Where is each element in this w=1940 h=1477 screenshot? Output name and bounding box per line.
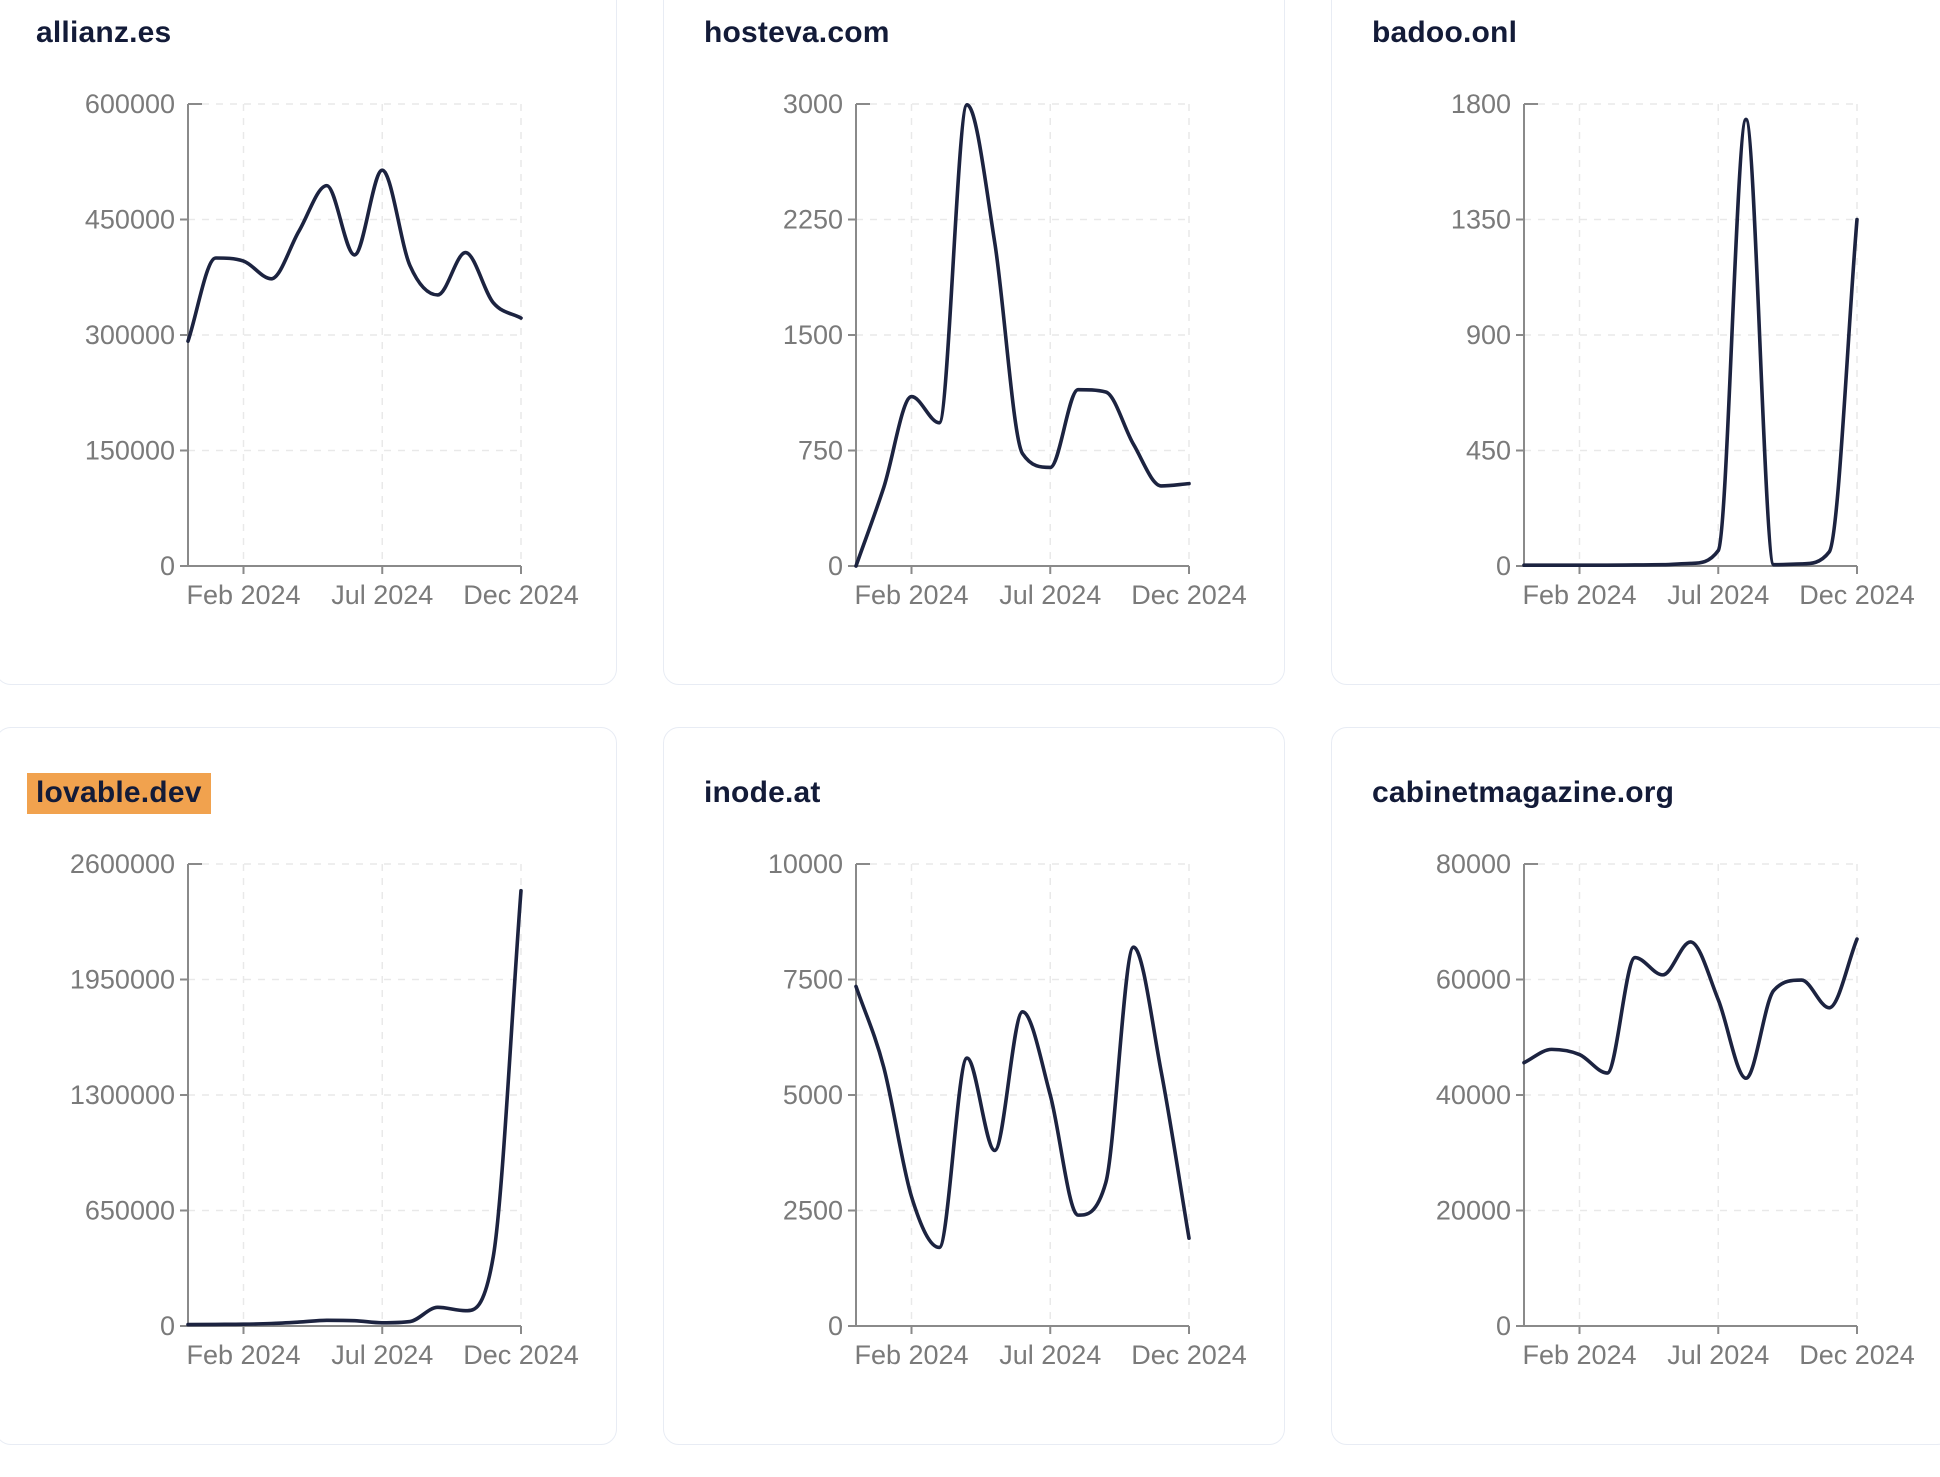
chart-title-text-highlighted: lovable.dev [27,773,211,814]
y-tick-label: 900 [1466,320,1511,350]
series-line [1522,117,1859,568]
line-chart: 0 150000 300000 450000 600000 Feb 2024 Jul 202… [85,89,579,610]
gridlines [188,863,522,1326]
y-tick-label: 300000 [85,320,175,350]
y-tick-label: 450000 [85,205,175,235]
x-tick-label: Dec 2024 [1131,1340,1247,1370]
y-tick-label: 1800 [1451,89,1511,119]
x-tick-label: Dec 2024 [463,580,579,610]
chart-title-text: badoo.onl [1372,16,1518,49]
series-line [1522,937,1859,1081]
x-axis [188,1325,522,1334]
y-tick-label: 40000 [1436,1080,1511,1110]
y-axis [180,103,202,567]
y-tick-label: 80000 [1436,849,1511,879]
y-tick-label: 150000 [85,436,175,466]
x-tick-label: Dec 2024 [1799,580,1915,610]
x-tick-label: Jul 2024 [999,580,1101,610]
y-tick-label: 650000 [85,1196,175,1226]
chart-title-text: hosteva.com [704,16,890,49]
y-tick-label: 2500 [783,1196,843,1226]
x-axis [856,565,1190,574]
y-tick-label: 600000 [85,89,175,119]
y-tick-label: 60000 [1436,965,1511,995]
x-tick-label: Feb 2024 [186,1340,300,1370]
line-chart: 0 650000 1300000 1950000 2600000 Feb 2024 Jul … [70,849,579,1370]
x-axis [188,565,522,574]
gridlines [188,103,522,566]
chart-card: hosteva.com 0 750 1500 2250 3000 Feb 2024 Jul … [663,0,1285,685]
x-axis [1524,1325,1858,1334]
gridlines [1524,103,1858,566]
y-tick-label: 2250 [783,205,843,235]
series-line [854,102,1191,568]
x-tick-label: Feb 2024 [186,580,300,610]
x-tick-label: Feb 2024 [1522,1340,1636,1370]
x-tick-label: Feb 2024 [854,580,968,610]
x-tick-label: Jul 2024 [331,1340,433,1370]
y-tick-label: 3000 [783,89,843,119]
x-axis [856,1325,1190,1334]
y-tick-label: 0 [828,551,843,581]
x-axis [1524,565,1858,574]
chart-title: badoo.onl [1372,16,1517,50]
chart-card: cabinetmagazine.org 0 20000 40000 60000 8000… [1331,727,1940,1445]
y-tick-label: 2600000 [70,849,175,879]
series-line [186,888,523,1327]
chart-title-text: inode.at [704,776,821,809]
line-chart: 0 750 1500 2250 3000 Feb 2024 Jul 2024 Dec 2024 [783,89,1247,610]
y-axis [1516,863,1538,1327]
x-tick-label: Jul 2024 [999,1340,1101,1370]
x-tick-label: Feb 2024 [854,1340,968,1370]
y-tick-label: 0 [160,551,175,581]
y-tick-label: 0 [828,1311,843,1341]
gridlines [1524,863,1858,1326]
x-tick-label: Dec 2024 [1799,1340,1915,1370]
chart-title-text: allianz.es [36,16,172,49]
x-tick-label: Dec 2024 [1131,580,1247,610]
chart-card: badoo.onl 0 450 900 1350 1800 Feb 2024 Jul 202… [1331,0,1940,685]
chart-card: allianz.es 0 150000 300000 450000 600000 Feb … [0,0,617,685]
line-chart: 0 450 900 1350 1800 Feb 2024 Jul 2024 Dec 2024 [1451,89,1915,610]
y-tick-label: 0 [160,1311,175,1341]
chart-title-text: cabinetmagazine.org [1372,776,1675,809]
y-tick-label: 20000 [1436,1196,1511,1226]
y-tick-label: 1300000 [70,1080,175,1110]
y-tick-label: 1350 [1451,205,1511,235]
y-tick-label: 0 [1496,1311,1511,1341]
x-tick-label: Feb 2024 [1522,580,1636,610]
line-chart: 0 2500 5000 7500 10000 Feb 2024 Jul 2024 Dec 20… [768,849,1247,1370]
x-tick-label: Jul 2024 [331,580,433,610]
y-axis [1516,103,1538,567]
gridlines [856,103,1190,566]
y-tick-label: 450 [1466,436,1511,466]
y-tick-label: 1500 [783,320,843,350]
chart-title: hosteva.com [704,16,890,50]
y-tick-label: 1950000 [70,965,175,995]
y-tick-label: 7500 [783,965,843,995]
series-line [186,168,523,343]
gridlines [856,863,1190,1326]
chart-title: inode.at [704,776,821,810]
chart-card: inode.at 0 2500 5000 7500 10000 Feb 2024 Jul 2… [663,727,1285,1445]
y-tick-label: 10000 [768,849,843,879]
x-tick-label: Dec 2024 [463,1340,579,1370]
series-line [854,945,1191,1250]
y-tick-label: 0 [1496,551,1511,581]
x-tick-label: Jul 2024 [1667,1340,1769,1370]
chart-title: cabinetmagazine.org [1372,776,1674,810]
chart-title: lovable.dev [27,773,211,814]
y-axis [848,863,870,1327]
y-tick-label: 750 [798,436,843,466]
line-chart: 0 20000 40000 60000 80000 Feb 2024 Jul 2024 Dec… [1436,849,1915,1370]
x-tick-label: Jul 2024 [1667,580,1769,610]
chart-title: allianz.es [36,16,171,50]
y-tick-label: 5000 [783,1080,843,1110]
chart-card: lovable.dev 0 650000 1300000 1950000 2600000… [0,727,617,1445]
y-axis [180,863,202,1327]
